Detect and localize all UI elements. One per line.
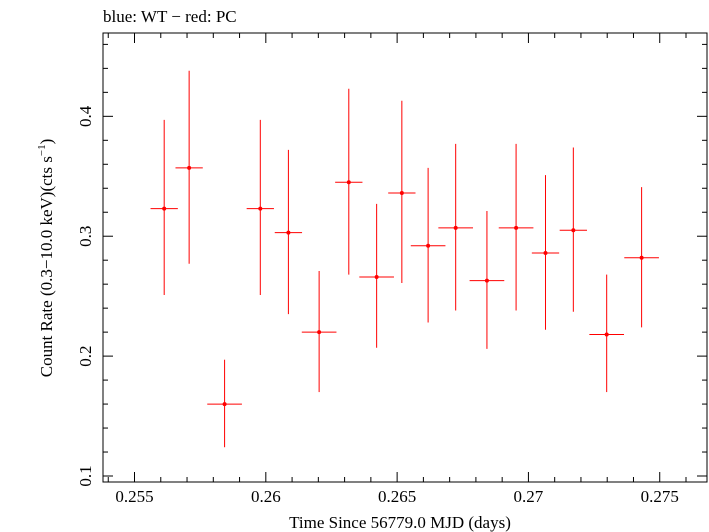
data-point — [388, 100, 416, 283]
data-point — [498, 143, 534, 311]
point-marker — [399, 191, 404, 196]
point-marker — [453, 225, 458, 230]
chart-title: blue: WT − red: PC — [103, 7, 237, 26]
y-tick-label: 0.2 — [76, 345, 95, 366]
data-point — [624, 187, 659, 328]
plot-frame — [102, 32, 708, 483]
point-marker — [426, 243, 431, 248]
point-marker — [374, 274, 379, 279]
x-tick-label: 0.275 — [641, 487, 679, 506]
data-point — [410, 167, 446, 323]
axis-tick-labels: 0.255 0.26 0.265 0.27 0.275 0.1 0.2 0.3 0.4 — [76, 105, 679, 506]
point-marker — [286, 230, 291, 235]
data-point — [175, 70, 203, 264]
x-tick-label: 0.26 — [251, 487, 281, 506]
data-point — [589, 274, 625, 393]
data-point — [469, 211, 505, 349]
point-marker — [222, 402, 227, 407]
axis-ticks — [103, 33, 707, 482]
y-axis-label-close: ) — [37, 139, 56, 145]
x-tick-label: 0.27 — [514, 487, 544, 506]
y-tick-label: 0.4 — [76, 105, 95, 127]
y-axis-label-main: Count Rate (0.3−10.0 keV)(cts s — [37, 156, 56, 377]
point-marker — [514, 225, 519, 230]
point-marker — [187, 165, 192, 170]
data-point — [207, 359, 242, 448]
y-axis-label-sup: −1 — [36, 144, 48, 156]
data-point — [359, 203, 394, 348]
data-point — [301, 270, 337, 393]
point-marker — [317, 330, 322, 335]
point-marker — [571, 228, 576, 233]
data-points — [150, 70, 659, 448]
point-marker — [162, 206, 167, 211]
x-tick-label: 0.265 — [378, 487, 416, 506]
point-marker — [258, 206, 263, 211]
data-point — [274, 149, 303, 315]
x-axis-label: Time Since 56779.0 MJD (days) — [289, 513, 511, 532]
x-tick-label: 0.255 — [115, 487, 153, 506]
data-point — [559, 147, 587, 312]
data-point — [150, 119, 178, 295]
y-tick-label: 0.1 — [76, 465, 95, 486]
y-tick-label: 0.3 — [76, 226, 95, 247]
y-axis-label: Count Rate (0.3−10.0 keV)(cts s−1) — [36, 139, 56, 378]
data-point — [335, 88, 363, 275]
data-point — [246, 119, 274, 295]
point-marker — [639, 255, 644, 260]
data-point — [531, 175, 560, 330]
point-marker — [604, 332, 609, 337]
point-marker — [484, 278, 489, 283]
point-marker — [346, 180, 351, 185]
point-marker — [543, 251, 548, 256]
data-point — [438, 143, 474, 311]
